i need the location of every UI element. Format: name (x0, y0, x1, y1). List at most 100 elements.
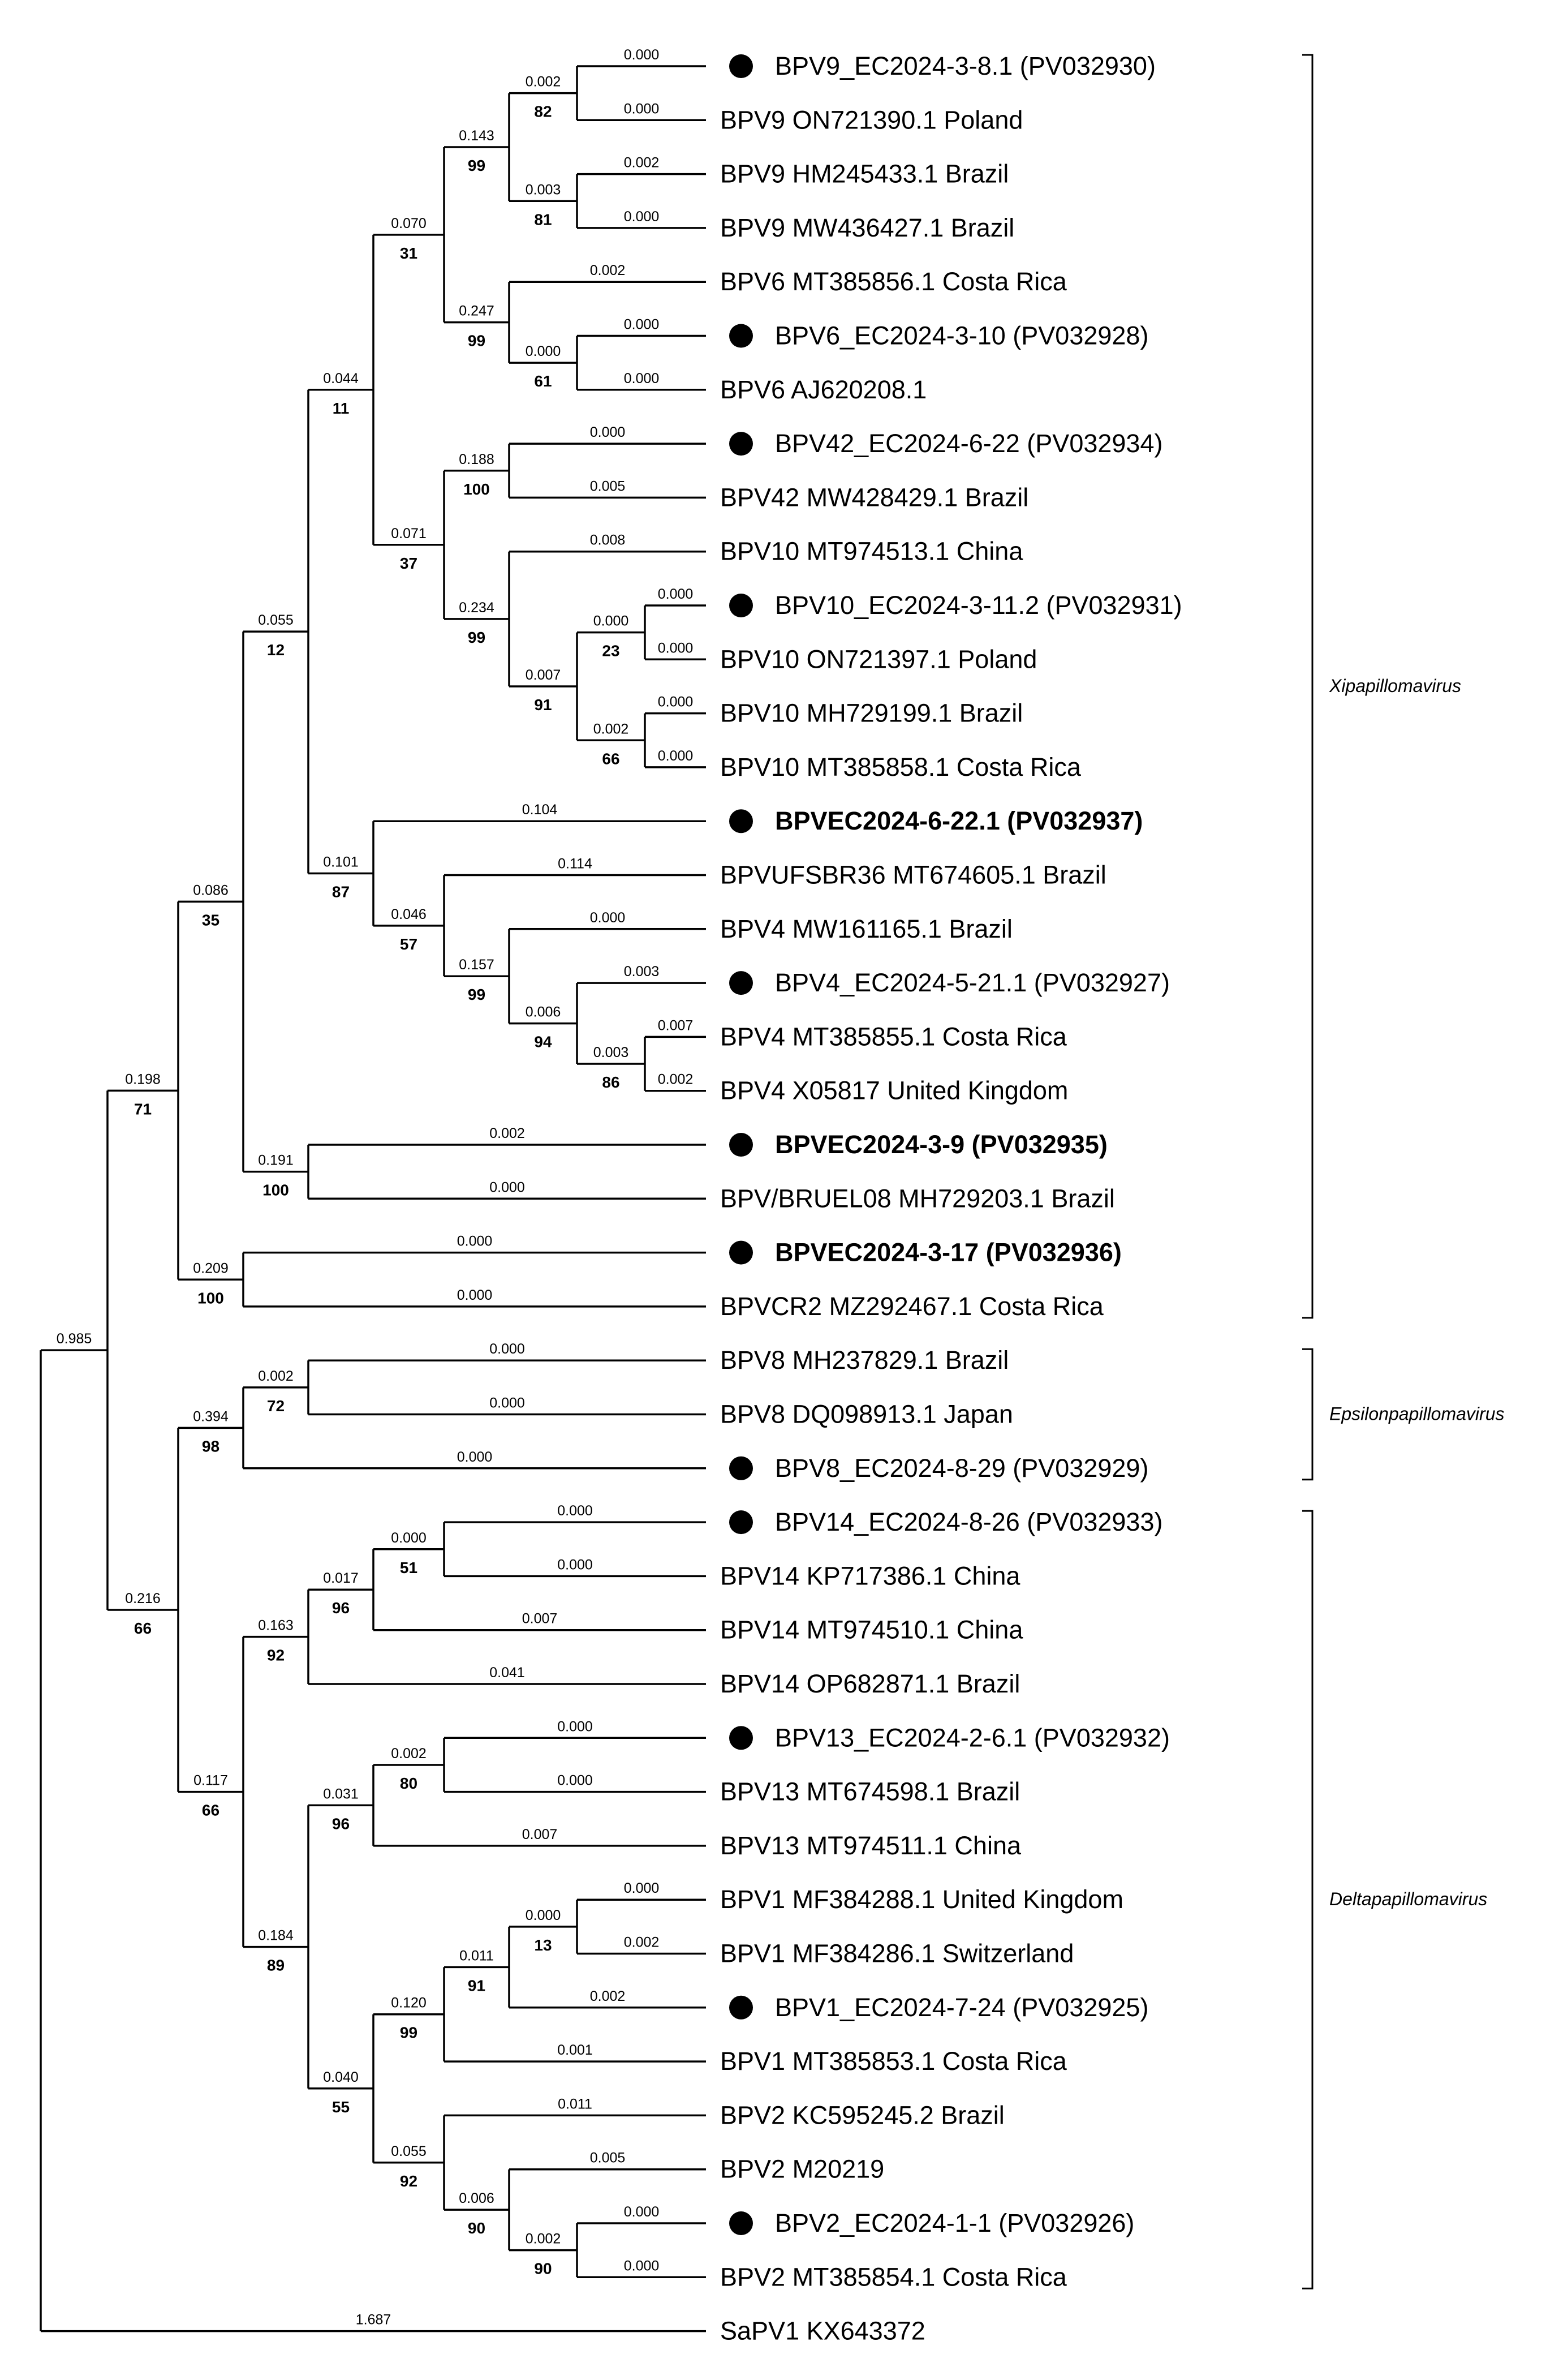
bootstrap-value: 99 (468, 157, 485, 174)
branch-length-label: 0.007 (658, 1017, 694, 1033)
branch-length-label: 0.008 (590, 532, 626, 548)
bootstrap-value: 80 (400, 1775, 417, 1792)
taxon-label-bpvufsbr36-mt674605-1-brazil: BPVUFSBR36 MT674605.1 Brazil (720, 861, 1106, 890)
sample-marker-icon (729, 1726, 753, 1750)
bootstrap-value: 51 (400, 1559, 417, 1576)
branch-length-label: 0.007 (522, 1611, 558, 1627)
branch-length-label: 0.000 (624, 2204, 660, 2220)
sample-marker-icon (729, 432, 753, 456)
genus-label-epsilonpapillomavirus: Epsilonpapillomavirus (1329, 1404, 1504, 1424)
bootstrap-value: 100 (197, 1289, 224, 1307)
bootstrap-value: 71 (134, 1100, 152, 1118)
taxon-label-bpv10-on721397-1-poland: BPV10 ON721397.1 Poland (720, 645, 1037, 673)
taxon-label-bpv42-mw428429-1-brazil: BPV42 MW428429.1 Brazil (720, 483, 1028, 512)
taxon-label-bpvec2024-3-9-pv032935: BPVEC2024-3-9 (PV032935) (775, 1130, 1108, 1159)
taxon-label-bpv4-mt385855-1-costa-rica: BPV4 MT385855.1 Costa Rica (720, 1022, 1067, 1051)
taxon-label-bpv8-dq098913-1-japan: BPV8 DQ098913.1 Japan (720, 1400, 1013, 1429)
branch-length-label: 0.040 (323, 2069, 359, 2085)
branch-length-label: 0.114 (558, 856, 592, 872)
genus-label-xipapillomavirus: Xipapillomavirus (1329, 676, 1461, 696)
branch-length-label: 0.007 (526, 667, 561, 683)
bootstrap-value: 82 (534, 103, 552, 121)
bootstrap-value: 66 (134, 1619, 152, 1637)
branch-length-label: 0.003 (526, 182, 561, 197)
bootstrap-value: 12 (267, 641, 285, 659)
branch-length-label: 0.002 (489, 1125, 525, 1141)
taxon-label-bpv4-x05817-united-kingdom: BPV4 X05817 United Kingdom (720, 1076, 1068, 1105)
branch-length-label: 0.002 (391, 1746, 427, 1762)
branch-length-label: 0.011 (459, 1948, 494, 1964)
branch-length-label: 0.003 (593, 1045, 629, 1060)
taxon-label-bpv10-ec2024-3-11-2-pv032931: BPV10_EC2024-3-11.2 (PV032931) (775, 591, 1182, 620)
taxon-label-bpv2-mt385854-1-costa-rica: BPV2 MT385854.1 Costa Rica (720, 2262, 1067, 2291)
bootstrap-value: 37 (400, 555, 417, 572)
bootstrap-value: 96 (332, 1599, 350, 1617)
branch-length-label: 0.002 (526, 74, 561, 90)
taxon-label-bpv9-hm245433-1-brazil: BPV9 HM245433.1 Brazil (720, 160, 1009, 188)
sample-marker-icon (729, 594, 753, 617)
bootstrap-value: 99 (468, 629, 485, 646)
branch-length-label: 0.000 (590, 910, 626, 926)
branch-length-label: 1.687 (356, 2312, 391, 2328)
branch-length-label: 0.143 (459, 128, 494, 144)
branch-length-label: 0.000 (624, 101, 660, 117)
branch-length-label: 0.070 (391, 216, 427, 231)
taxon-label-bpv1-mf384288-1-united-kingdom: BPV1 MF384288.1 United Kingdom (720, 1885, 1123, 1914)
branch-length-label: 0.000 (658, 640, 694, 656)
sample-marker-icon (729, 971, 753, 995)
taxon-label-bpv9-on721390-1-poland: BPV9 ON721390.1 Poland (720, 105, 1023, 134)
branch-length-label: 0.234 (459, 600, 494, 616)
branch-length-label: 0.002 (590, 263, 626, 278)
branch-length-label: 0.000 (624, 2258, 660, 2274)
bootstrap-value: 94 (534, 1033, 552, 1051)
branch-length-label: 0.394 (193, 1408, 229, 1424)
branch-length-label: 0.000 (624, 1880, 660, 1896)
branch-length-label: 0.041 (489, 1665, 525, 1681)
bootstrap-value: 89 (267, 1957, 285, 1974)
taxon-label-bpv14-mt974510-1-china: BPV14 MT974510.1 China (720, 1616, 1023, 1644)
bootstrap-value: 99 (468, 986, 485, 1003)
branch-length-label: 0.000 (526, 343, 561, 359)
branch-length-label: 0.000 (590, 424, 626, 440)
bootstrap-value: 91 (534, 696, 552, 714)
branch-length-label: 0.002 (624, 1935, 660, 1951)
branch-length-label: 0.198 (125, 1071, 161, 1087)
branch-length-label: 0.000 (457, 1449, 493, 1465)
sample-marker-icon (729, 324, 753, 348)
taxon-label-bpv1-ec2024-7-24-pv032925: BPV1_EC2024-7-24 (PV032925) (775, 1993, 1148, 2022)
genus-bracket-epsilonpapillomavirus (1302, 1348, 1314, 1481)
bootstrap-value: 92 (400, 2172, 417, 2190)
branch-length-label: 0.000 (557, 1557, 593, 1573)
branch-length-label: 0.002 (590, 1988, 626, 2004)
sample-marker-icon (729, 1133, 753, 1157)
taxon-label-bpv8-mh237829-1-brazil: BPV8 MH237829.1 Brazil (720, 1346, 1009, 1374)
branch-length-label: 0.002 (526, 2231, 561, 2247)
branch-length-label: 0.017 (323, 1570, 359, 1586)
taxon-label-bpv2-ec2024-1-1-pv032926: BPV2_EC2024-1-1 (PV032926) (775, 2209, 1134, 2237)
bootstrap-value: 13 (534, 1936, 552, 1954)
branch-length-label: 0.002 (593, 721, 629, 737)
sample-marker-icon (729, 809, 753, 834)
bootstrap-value: 100 (463, 480, 490, 498)
branch-length-label: 0.120 (391, 1995, 427, 2011)
bootstrap-value: 81 (534, 210, 552, 228)
branch-length-label: 0.007 (522, 1827, 558, 1842)
taxon-label-bpv13-mt674598-1-brazil: BPV13 MT674598.1 Brazil (720, 1777, 1020, 1806)
bootstrap-value: 61 (534, 372, 552, 390)
genus-bracket-deltapapillomavirus (1302, 1510, 1314, 2289)
taxon-label-bpv6-mt385856-1-costa-rica: BPV6 MT385856.1 Costa Rica (720, 267, 1067, 296)
taxon-label-bpv13-mt974511-1-china: BPV13 MT974511.1 China (720, 1831, 1022, 1860)
branch-length-label: 0.000 (624, 47, 660, 63)
branch-length-label: 0.163 (258, 1618, 294, 1634)
branch-length-label: 0.055 (258, 612, 294, 628)
branch-length-label: 0.184 (258, 1928, 294, 1944)
branch-length-label: 0.005 (590, 2150, 626, 2166)
bootstrap-value: 35 (202, 911, 219, 929)
branch-length-label: 0.000 (526, 1908, 561, 1923)
taxon-label-bpv6-ec2024-3-10-pv032928: BPV6_EC2024-3-10 (PV032928) (775, 321, 1148, 350)
branch-length-label: 0.104 (522, 802, 558, 818)
taxon-label-bpv1-mf384286-1-switzerland: BPV1 MF384286.1 Switzerland (720, 1939, 1074, 1968)
taxon-label-bpv2-kc595245-2-brazil: BPV2 KC595245.2 Brazil (720, 2100, 1005, 2129)
